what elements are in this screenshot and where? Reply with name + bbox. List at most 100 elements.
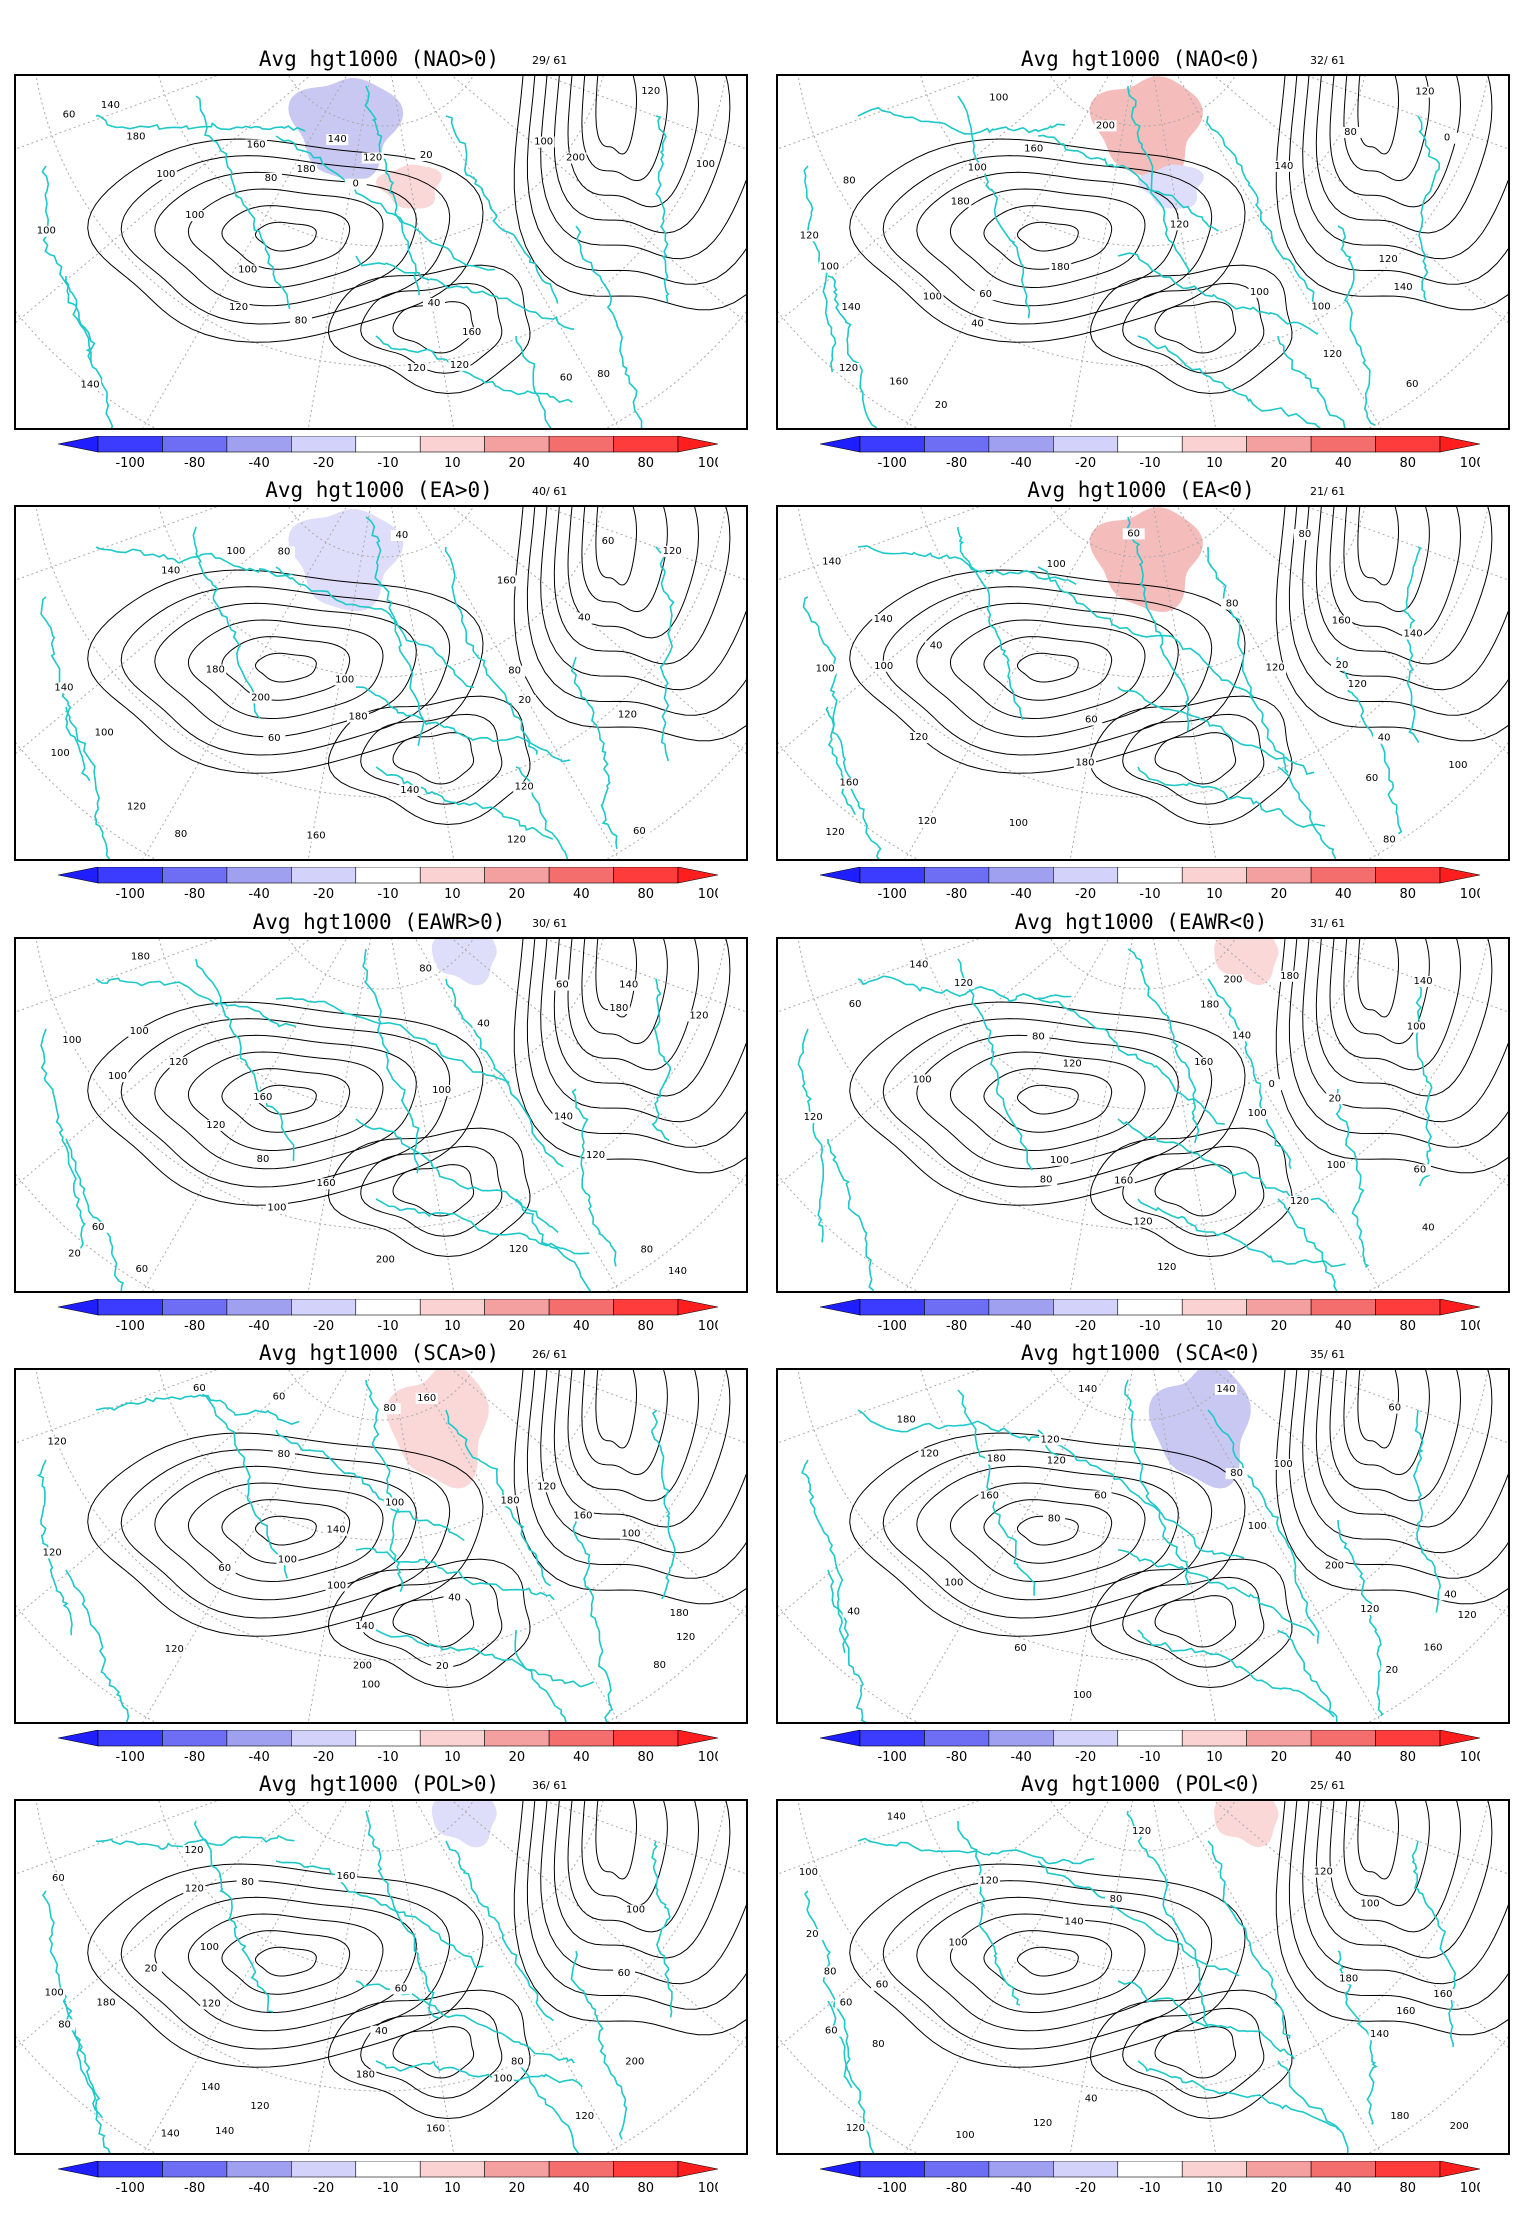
coastline — [957, 958, 1033, 1171]
colorbar-label: -40 — [248, 887, 269, 902]
contour-label-bg — [818, 261, 841, 273]
coastline — [1277, 335, 1346, 428]
contour-label: 80 — [1230, 1468, 1243, 1479]
colorbar-segment — [97, 1298, 163, 1316]
contour-line — [949, 188, 1146, 289]
contour-line — [1089, 1127, 1293, 1258]
contour-label: 180 — [97, 1998, 116, 2009]
contour-line — [1016, 652, 1079, 683]
map-panel: Avg hgt1000 (POL>0) 36/ 61 120 140 160 180 200… — [14, 1768, 748, 2210]
contour-line — [595, 507, 638, 586]
contour-label: 120 — [43, 1547, 62, 1558]
contour-label: 200 — [1450, 2121, 1469, 2132]
contour-label-bg — [169, 829, 192, 841]
contour-label-bg — [552, 1111, 575, 1123]
colorbar-segment — [677, 1298, 719, 1316]
contour-line — [949, 1482, 1146, 1583]
map-svg: 120 140 160 180 200 180 160 140 120 100 80 100 120 14… — [778, 1801, 1508, 2153]
contour-label: 60 — [218, 1563, 231, 1574]
contour-label-bg — [974, 289, 997, 301]
contour-label: 120 — [229, 302, 248, 313]
map-panel: Avg hgt1000 (POL<0) 25/ 61 120 140 160 180 200… — [776, 1768, 1510, 2210]
contour-line — [567, 76, 700, 208]
contour-label: 160 — [1332, 615, 1351, 626]
contour-label: 140 — [161, 2128, 180, 2139]
contour-line — [1302, 1801, 1508, 1985]
map-frame: 120 140 160 180 200 180 160 140 120 100 80 100 120 14… — [14, 505, 748, 861]
colorbar-label: 100 — [698, 1319, 718, 1334]
colorbar-label: -100 — [877, 1750, 907, 1765]
colorbar-label: -40 — [248, 456, 269, 471]
contour-line — [1089, 1558, 1293, 1689]
colorbar-segment — [484, 2160, 550, 2178]
title-text: Avg hgt1000 (SCA<0) — [1020, 1341, 1262, 1365]
contour-line — [392, 1164, 475, 1217]
contour-label: 100 — [432, 1085, 451, 1096]
contour-line — [1089, 264, 1293, 395]
latitude-circle — [16, 1605, 746, 1722]
contour-line — [1275, 1801, 1508, 2036]
contour-label: 0 — [353, 179, 359, 190]
contour-line — [1154, 301, 1237, 354]
colorbar-segment — [1053, 1729, 1119, 1747]
contour-label-bg — [921, 291, 944, 303]
colorbar-label: 100 — [1460, 887, 1480, 902]
contour-label-bg — [389, 1983, 412, 1995]
meridian-line — [1306, 76, 1508, 150]
contour-line — [1288, 507, 1508, 716]
contour-line — [221, 1499, 351, 1564]
contour-label-bg — [628, 825, 651, 837]
contour-label-bg — [555, 372, 578, 384]
coastline — [515, 766, 569, 859]
map-panel: Avg hgt1000 (EAWR<0) 31/ 61 100 120 140 160 18… — [776, 906, 1510, 1348]
colorbar-segment — [1117, 435, 1183, 453]
contour-label-bg — [183, 1883, 206, 1895]
contour-label: 200 — [625, 2056, 644, 2067]
meridian-line — [16, 1801, 218, 1875]
contour-label-bg — [966, 162, 989, 174]
contour-label: 100 — [361, 1680, 380, 1691]
colorbar-svg: -100 -80 -40 -20 -10 10 20 40 80 100 — [819, 866, 1485, 902]
colorbar-segment — [1246, 866, 1312, 884]
case-count: 26/ 61 — [532, 1348, 568, 1361]
contour-label-bg — [1104, 1894, 1127, 1906]
contour-label: 60 — [556, 980, 569, 991]
contour-label-bg — [885, 1811, 908, 1823]
contour-line — [916, 171, 1179, 307]
colorbar-segment — [1053, 1298, 1119, 1316]
contour-label: 140 — [1394, 282, 1413, 293]
coastline — [364, 85, 420, 296]
contour-label-bg — [353, 1621, 376, 1633]
contour-label-bg — [616, 709, 639, 721]
title-text: Avg hgt1000 (NAO<0) — [1020, 47, 1262, 71]
contour-label-bg — [1413, 86, 1436, 98]
colorbar-segment — [97, 435, 163, 453]
contour-label: 100 — [226, 546, 245, 557]
contour-label-bg — [125, 801, 148, 813]
contour-label-bg — [265, 1202, 288, 1214]
contour-label-bg — [1272, 1458, 1295, 1470]
map-frame: 120 140 160 180 200 180 160 140 120 100 80 100 120 14… — [14, 1799, 748, 2155]
contour-label-bg — [887, 376, 910, 388]
colorbar-segment — [548, 1298, 614, 1316]
colorbar-segment — [677, 866, 719, 884]
contour-label: 100 — [1312, 302, 1331, 313]
coastline — [1335, 1088, 1370, 1268]
contour-label: 140 — [101, 100, 120, 111]
contour-label: 120 — [920, 1448, 939, 1459]
coastline — [445, 1840, 554, 2022]
coastline — [275, 566, 475, 689]
colorbar-segment — [419, 2160, 485, 2178]
contour-label-bg — [198, 1941, 221, 1953]
contour-label: 160 — [1423, 1642, 1442, 1653]
coastline — [1277, 1198, 1338, 1291]
colorbar-segment — [613, 866, 679, 884]
case-count: 29/ 61 — [532, 54, 568, 67]
contour-label: 140 — [355, 1621, 374, 1632]
contour-label-bg — [1007, 818, 1030, 830]
contour-label-bg — [1039, 1434, 1062, 1446]
colorbar-label: -80 — [946, 887, 967, 902]
contour-line — [187, 1051, 384, 1152]
colorbar-segment — [1246, 1298, 1312, 1316]
contour-line — [187, 619, 384, 720]
